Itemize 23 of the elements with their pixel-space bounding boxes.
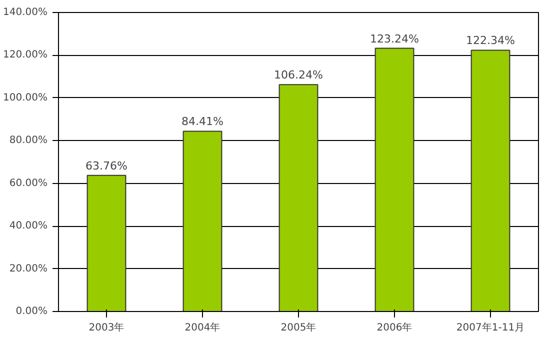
- y-tick-label: 140.00%: [3, 7, 48, 18]
- x-tick-label: 2007年1-11月: [456, 322, 525, 334]
- x-tick-label: 2005年: [280, 322, 316, 334]
- bar: [182, 130, 222, 312]
- data-label: 123.24%: [370, 32, 419, 46]
- data-label: 122.34%: [466, 34, 515, 48]
- y-tick-label: 100.00%: [3, 92, 48, 104]
- bar: [374, 48, 414, 312]
- data-label: 63.76%: [86, 159, 128, 172]
- y-tick-label: 120.00%: [3, 50, 48, 61]
- data-label: 106.24%: [274, 68, 323, 82]
- y-tick-label: 40.00%: [9, 220, 48, 232]
- x-tick-label: 2006年: [376, 322, 412, 334]
- y-tick-label: 0.00%: [16, 306, 48, 317]
- x-tick-label: 2004年: [184, 322, 220, 334]
- bar: [278, 84, 318, 312]
- y-tick-label: 60.00%: [9, 178, 48, 189]
- data-label: 84.41%: [182, 115, 224, 128]
- y-tick-label: 20.00%: [9, 263, 48, 274]
- bar: [86, 174, 126, 312]
- bar: [470, 50, 510, 312]
- x-tick-label: 2003年: [88, 322, 124, 334]
- y-tick-label: 80.00%: [9, 135, 48, 146]
